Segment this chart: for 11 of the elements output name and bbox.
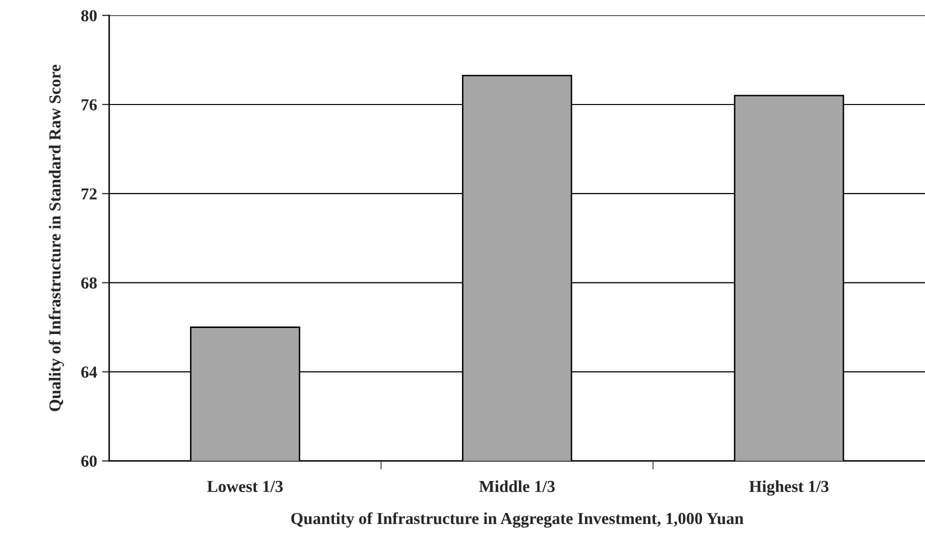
y-tick-label: 76 [82,99,97,110]
x-axis-title: Quantity of Infrastructure in Aggregate Investment, 1,000 Yuan [291,512,744,528]
y-tick-label: 72 [82,188,97,200]
y-tick-label: 64 [81,366,98,378]
x-tick-label: Highest 1/3 [749,480,828,496]
x-tick-label: Middle 1/3 [479,480,555,492]
y-tick-label: 80 [81,10,97,22]
x-tick-label: Lowest 1/3 [207,480,283,492]
y-tick-label: 60 [81,456,97,467]
y-axis-title: Quality of Infrastructure in Standard Raw Score [48,64,64,412]
y-tick-label: 68 [81,277,97,289]
